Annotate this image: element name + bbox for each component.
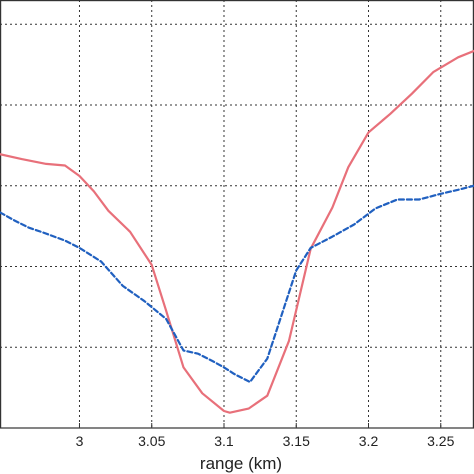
x-tick-labels: 3 3.05 3.1 3.15 3.2 3.25 [76, 423, 455, 449]
series-layer [0, 49, 474, 414]
series-2-line [0, 184, 474, 384]
plot-frame [0, 0, 474, 429]
x-tick-label: 3.25 [427, 433, 454, 449]
series-1 [0, 49, 474, 414]
x-tick-label: 3.05 [138, 433, 165, 449]
x-tick-label: 3 [76, 433, 84, 449]
x-axis-label: range (km) [200, 454, 282, 473]
x-tick-label: 3.2 [359, 433, 379, 449]
grid-layer [0, 0, 474, 428]
series-2 [0, 184, 474, 384]
x-tick-label: 3.1 [214, 433, 234, 449]
x-tick-label: 3.15 [283, 433, 310, 449]
series-1-line [0, 49, 474, 414]
